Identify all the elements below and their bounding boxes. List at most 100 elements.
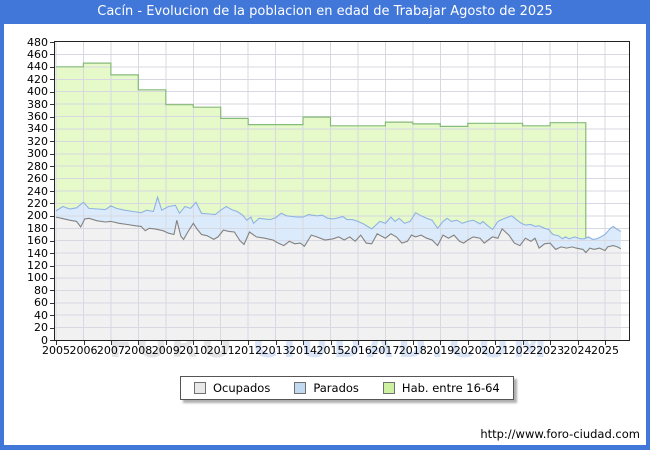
y-axis-label: 420 [27, 72, 48, 86]
y-axis-tick [50, 104, 54, 106]
x-axis-label: 2015 [316, 344, 345, 357]
x-axis-label: 2011 [206, 344, 235, 357]
y-axis-tick [50, 191, 54, 192]
y-axis-tick [50, 203, 54, 205]
chart-content: FORO CIUDAD.COM 0 20 40 60 80 100 120 140 160 180… [4, 24, 646, 445]
x-axis-tick [56, 341, 57, 345]
y-axis-label: 100 [27, 271, 48, 285]
y-axis-tick [50, 54, 54, 56]
x-axis-label: 2024 [563, 344, 592, 357]
x-axis-label: 2014 [289, 344, 317, 357]
x-axis-label: 2019 [426, 344, 455, 357]
x-axis-tick [330, 341, 332, 345]
legend-label: Ocupados [213, 381, 271, 395]
x-axis-tick [193, 341, 195, 345]
x-axis-tick [522, 341, 524, 345]
x-axis-label: 2006 [69, 344, 98, 357]
y-axis-label: 0 [41, 333, 48, 347]
y-axis-tick [50, 265, 54, 267]
y-axis-label: 480 [27, 35, 48, 49]
x-axis-label: 2012 [234, 344, 263, 357]
legend-item-hab-entre-16-64: Hab. entre 16-64 [382, 381, 500, 395]
y-axis-tick [50, 166, 54, 168]
x-axis-tick [110, 341, 112, 345]
y-axis-tick [50, 277, 54, 279]
x-axis-label: 2017 [371, 344, 400, 357]
y-axis-label: 300 [27, 147, 48, 161]
y-axis-tick [50, 215, 54, 217]
x-axis-tick [165, 341, 167, 345]
y-axis-label: 240 [27, 184, 48, 198]
legend-swatch [294, 382, 307, 394]
y-axis-label: 40 [34, 308, 48, 322]
x-axis-tick [248, 341, 250, 345]
x-axis-tick [357, 341, 359, 345]
y-axis-tick [50, 327, 54, 329]
x-axis-label: 2010 [179, 344, 208, 357]
y-axis-tick [50, 79, 54, 81]
x-axis-label: 2008 [124, 344, 153, 357]
y-axis-tick [50, 42, 54, 43]
y-axis-tick [50, 253, 54, 255]
x-axis-tick [577, 341, 579, 345]
x-axis-label: 2005 [42, 344, 70, 357]
footer-url: http://www.foro-ciudad.com [480, 427, 640, 441]
page-title: Cacín - Evolucion de la poblacion en eda… [97, 4, 553, 19]
y-axis-label: 340 [27, 122, 48, 136]
y-axis-label: 60 [34, 296, 48, 310]
y-axis-label: 120 [27, 259, 48, 272]
y-axis-tick [50, 240, 54, 242]
legend-label: Hab. entre 16-64 [401, 381, 500, 395]
x-axis-tick [83, 341, 85, 345]
y-axis-tick [50, 141, 54, 143]
y-axis-label: 380 [27, 97, 48, 111]
x-axis-label: 2021 [481, 344, 510, 357]
y-axis-label: 160 [27, 234, 48, 248]
y-axis-label: 400 [27, 85, 48, 99]
x-axis-label: 2016 [343, 344, 372, 357]
y-axis-tick [50, 340, 54, 341]
y-axis-label: 220 [27, 196, 48, 210]
x-axis-label: 2023 [536, 344, 565, 357]
gridlines [55, 42, 629, 340]
x-axis-tick [412, 341, 414, 345]
y-axis-tick [50, 228, 54, 230]
x-axis-label: 2022 [508, 344, 537, 357]
chart-svg [55, 42, 629, 340]
x-axis-label: 2018 [398, 344, 427, 357]
y-axis-label: 280 [27, 159, 48, 173]
x-axis-tick [138, 341, 140, 345]
x-axis-tick [385, 341, 387, 345]
y-axis-label: 180 [27, 221, 48, 235]
y-axis-label: 440 [27, 60, 48, 74]
x-axis-tick [467, 341, 469, 345]
y-axis-tick [50, 178, 54, 180]
x-axis-tick [303, 341, 304, 345]
y-axis-label: 260 [27, 172, 48, 186]
x-axis-tick [550, 341, 552, 345]
y-axis-tick [50, 315, 54, 317]
y-axis-label: 80 [34, 283, 48, 297]
y-axis-label: 200 [27, 209, 48, 223]
y-axis-tick [50, 91, 54, 93]
x-axis-tick [440, 341, 442, 345]
y-axis-label: 360 [27, 110, 48, 123]
y-axis-tick [50, 116, 54, 118]
x-axis-label: 2025 [591, 344, 619, 357]
x-axis-label: 2013 [261, 344, 290, 357]
y-axis-tick [50, 128, 54, 130]
y-axis-label: 460 [27, 47, 48, 61]
legend-item-ocupados: Ocupados [194, 381, 270, 395]
y-axis-tick [50, 153, 54, 155]
area-ocupados [56, 217, 621, 340]
x-axis-tick [495, 341, 497, 345]
y-axis-label: 20 [34, 321, 48, 335]
line-parados [55, 195, 622, 240]
legend-item-parados: Parados [294, 381, 359, 395]
x-axis-tick [220, 341, 222, 345]
x-axis-label: 2007 [96, 344, 125, 357]
plot-area [54, 41, 630, 341]
legend: Ocupados Parados Hab. entre 16-64 [180, 376, 514, 400]
legend-swatch [382, 382, 395, 394]
legend-swatch [194, 382, 206, 394]
